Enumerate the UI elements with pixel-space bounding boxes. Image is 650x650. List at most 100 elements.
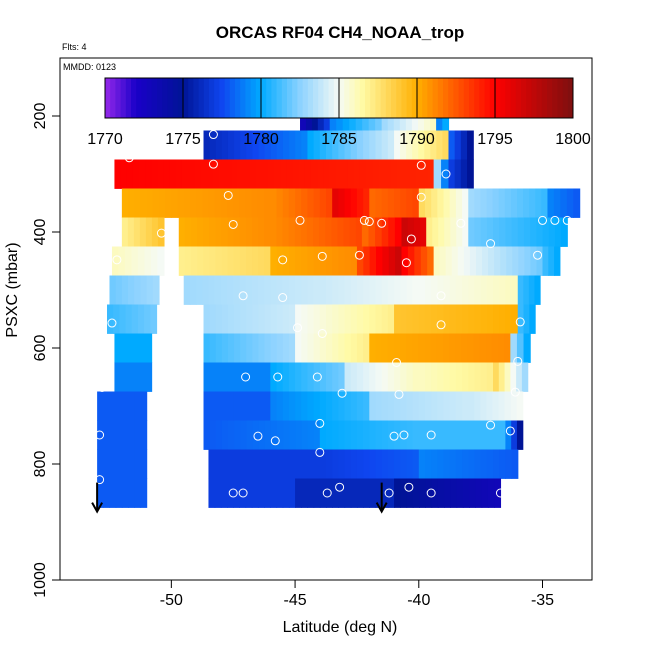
heatmap-cell (313, 304, 321, 334)
heatmap-cell (516, 420, 524, 450)
colorbar-swatch (276, 78, 283, 118)
heatmap-cell (121, 188, 129, 218)
heatmap-cell (363, 478, 370, 508)
heatmap-cell (252, 391, 259, 421)
heatmap-cell (523, 333, 531, 363)
heatmap-cell (356, 188, 364, 218)
heatmap-cell (493, 449, 500, 479)
heatmap-cell (257, 478, 265, 508)
heatmap-cell (375, 188, 383, 218)
heatmap-cell (444, 217, 451, 247)
heatmap-cell (301, 333, 309, 363)
heatmap-cell (451, 246, 459, 276)
heatmap-cell (400, 391, 408, 421)
heatmap-cell (131, 304, 139, 334)
heatmap-cell (239, 275, 247, 305)
heatmap-cell (504, 391, 512, 421)
observation-point (406, 234, 416, 244)
heatmap-cell (455, 420, 463, 450)
colorbar-swatch (255, 78, 262, 118)
heatmap-cell (227, 188, 234, 218)
heatmap-cell (313, 188, 321, 218)
heatmap-cell (331, 217, 339, 247)
heatmap-cell (388, 246, 396, 276)
heatmap-cell (462, 478, 470, 508)
heatmap-cell (233, 246, 241, 276)
heatmap-cell (227, 333, 235, 363)
heatmap-cell (505, 304, 513, 334)
heatmap-cell (505, 420, 512, 450)
observation-point (95, 475, 105, 485)
heatmap-cell (239, 362, 247, 392)
heatmap-cell (441, 159, 450, 189)
heatmap-cell (387, 478, 395, 508)
heatmap-cell (282, 130, 290, 160)
heatmap-cell (295, 130, 302, 160)
heatmap-cell (128, 391, 135, 421)
heatmap-cell (228, 420, 235, 450)
colorbar-swatch (547, 78, 553, 118)
colorbar-swatch (209, 78, 215, 118)
heatmap-cell (541, 188, 549, 218)
heatmap-cell (406, 188, 414, 218)
heatmap-cell (517, 217, 525, 247)
heatmap-cell (400, 304, 408, 334)
heatmap-cell (381, 362, 389, 392)
heatmap-cell (115, 420, 123, 450)
heatmap-cell (356, 420, 364, 450)
colorbar-swatch (120, 78, 127, 118)
colorbar-swatch (328, 78, 335, 118)
observation-point (335, 482, 345, 492)
heatmap-cell (264, 130, 272, 160)
colorbar-swatch (177, 78, 184, 118)
heatmap-cell (474, 275, 482, 305)
heatmap-cell (561, 217, 568, 247)
heatmap-cell (455, 449, 463, 479)
heatmap-cell (375, 478, 383, 508)
heatmap-cell (208, 449, 216, 479)
x-tick-label: -50 (160, 592, 183, 609)
heatmap-cell (418, 449, 426, 479)
heatmap-cell (234, 333, 241, 363)
heatmap-cell (221, 391, 229, 421)
heatmap-cell (486, 304, 494, 334)
heatmap-cell (449, 362, 457, 392)
heatmap-cell (227, 304, 235, 334)
heatmap-cell (467, 130, 474, 160)
heatmap-cell (245, 217, 253, 247)
heatmap-cell (427, 246, 435, 276)
colorbar-swatch (188, 78, 194, 118)
heatmap-cell (455, 188, 463, 218)
heatmap-cell (350, 449, 358, 479)
heatmap-cell (202, 188, 210, 218)
heatmap-cell (203, 304, 211, 334)
heatmap-cell (363, 304, 370, 334)
heatmap-cell (332, 391, 339, 421)
heatmap-cell (381, 217, 389, 247)
heatmap-cell (338, 246, 346, 276)
heatmap-cell (239, 217, 247, 247)
heatmap-cell (400, 130, 407, 160)
heatmap-cell (133, 217, 141, 247)
colorbar-swatch (354, 78, 361, 118)
heatmap-cell (448, 130, 456, 160)
heatmap-cell (97, 391, 104, 421)
heatmap-cell (535, 188, 542, 218)
heatmap-cell (388, 217, 396, 247)
heatmap-cell (150, 304, 158, 334)
heatmap-cell (190, 246, 198, 276)
observation-point (278, 293, 288, 303)
colorbar-swatch (271, 78, 278, 118)
heatmap-cell (420, 217, 427, 247)
heatmap-cell (431, 362, 438, 392)
heatmap-cell (234, 130, 241, 160)
heatmap-cell (419, 478, 426, 508)
heatmap-cell (258, 391, 265, 421)
colorbar-swatch (453, 78, 460, 118)
heatmap-cell (264, 362, 271, 392)
colorbar-swatch (479, 78, 486, 118)
colorbar-ticks: 1770 1775 1780 1785 1790 1795 1800 (87, 78, 591, 148)
observation-point (495, 488, 505, 498)
heatmap-cell (485, 333, 493, 363)
observation-point (436, 291, 446, 301)
